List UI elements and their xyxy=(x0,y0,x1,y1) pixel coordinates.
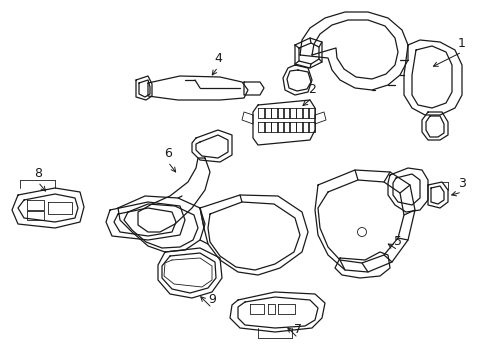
Polygon shape xyxy=(118,196,204,252)
Polygon shape xyxy=(200,195,307,275)
Polygon shape xyxy=(403,40,461,115)
Polygon shape xyxy=(229,292,325,332)
Polygon shape xyxy=(148,76,247,100)
Polygon shape xyxy=(299,12,407,90)
Polygon shape xyxy=(294,38,321,68)
Polygon shape xyxy=(158,248,222,298)
Text: 9: 9 xyxy=(207,293,216,306)
Polygon shape xyxy=(427,182,447,208)
Polygon shape xyxy=(334,252,389,278)
Text: 1: 1 xyxy=(457,37,465,50)
Polygon shape xyxy=(421,112,447,140)
Polygon shape xyxy=(283,65,311,95)
Text: 6: 6 xyxy=(164,147,172,160)
Polygon shape xyxy=(136,76,152,100)
Polygon shape xyxy=(106,202,184,240)
Polygon shape xyxy=(252,100,314,145)
Polygon shape xyxy=(314,170,414,272)
Text: 5: 5 xyxy=(393,235,401,248)
Text: 2: 2 xyxy=(307,83,315,96)
Text: 4: 4 xyxy=(214,52,222,65)
Text: 7: 7 xyxy=(293,323,302,336)
Polygon shape xyxy=(244,82,264,95)
Polygon shape xyxy=(12,188,84,228)
Polygon shape xyxy=(138,158,209,232)
Text: 8: 8 xyxy=(34,167,42,180)
Polygon shape xyxy=(387,168,427,212)
Text: 3: 3 xyxy=(457,177,465,190)
Polygon shape xyxy=(192,130,231,162)
